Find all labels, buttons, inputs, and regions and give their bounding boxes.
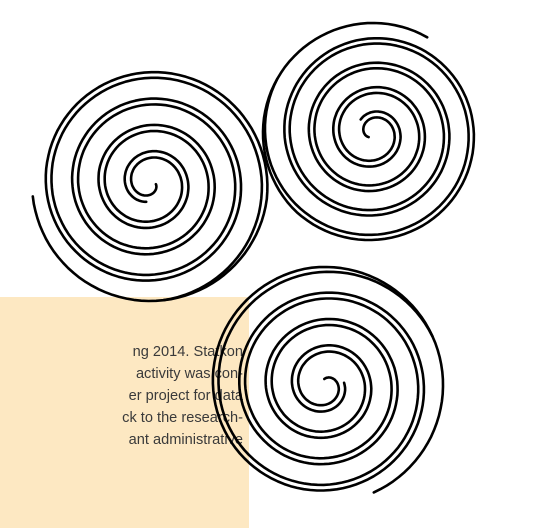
body-text-line: ck to the research- [122,410,243,426]
highlight-text-box: ng 2014. Statkon activity was con- er pr… [0,297,249,528]
spiral-bottom-line [211,265,445,494]
body-text-line: activity was con- [135,366,243,382]
spiral-top-right-line [261,21,476,242]
spiral-left-line [50,76,264,302]
spiral-left-line [31,70,269,303]
body-text-line: ant administrative [128,432,243,448]
spiral-bottom-line [217,270,434,487]
spiral-top-right-line [263,42,470,237]
